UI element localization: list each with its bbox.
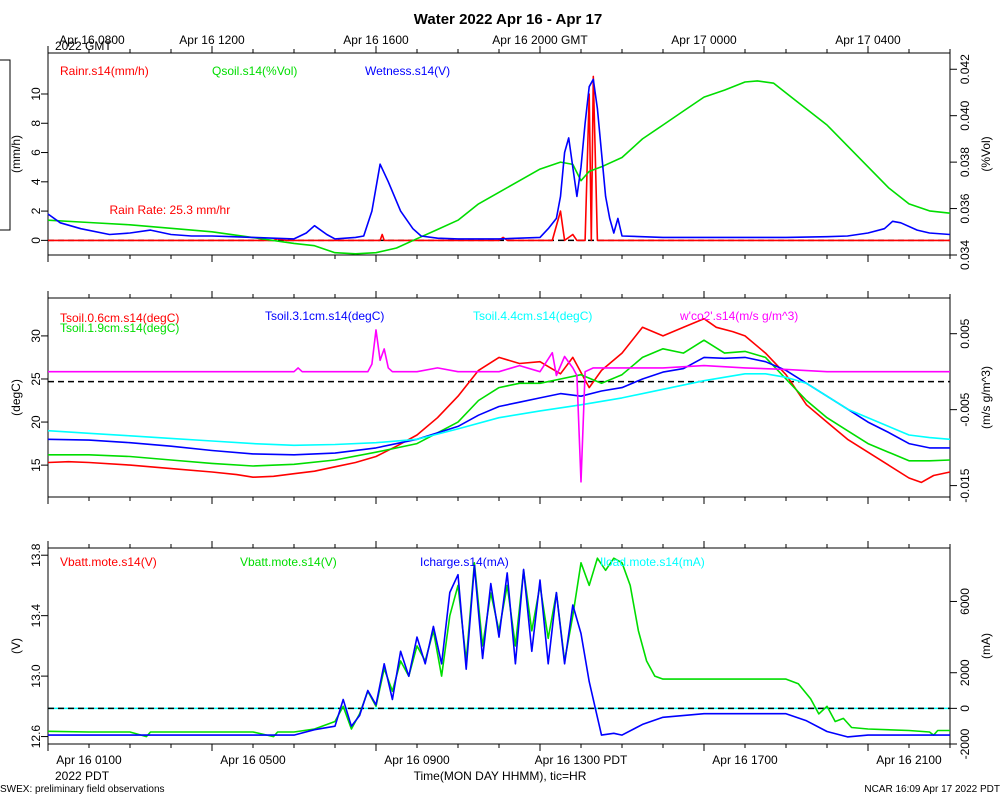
series-line-green bbox=[48, 339, 951, 467]
panel-3-frame bbox=[47, 547, 951, 745]
y-right-tick-label: 0.042 bbox=[958, 54, 972, 84]
panel-1-frame bbox=[47, 52, 951, 256]
legend-entry: Wetness.s14(V) bbox=[365, 64, 450, 78]
y-left-tick-label: 6 bbox=[29, 149, 43, 156]
y-left-tick-label: 15 bbox=[29, 458, 43, 472]
rain-rate-annotation: Rain Rate: 25.3 mm/hr bbox=[110, 203, 231, 217]
legend-entry: Rainr.s14(mm/h) bbox=[60, 64, 149, 78]
y-right-tick-label: 0.038 bbox=[958, 147, 972, 177]
y-left-axis-label: (V) bbox=[9, 638, 23, 654]
legend-entry: Iload.mote.s14(mA) bbox=[600, 555, 705, 569]
y-right-tick-label: 0.036 bbox=[958, 193, 972, 223]
y-right-tick-label: 6000 bbox=[958, 588, 972, 615]
footer-left: SWEX: preliminary field observations bbox=[0, 784, 165, 795]
y-left-tick-label: 25 bbox=[29, 372, 43, 386]
top-axis-label: Apr 16 0800 bbox=[59, 33, 125, 47]
y-left-tick-label: 30 bbox=[29, 329, 43, 343]
top-axis-label: Apr 16 1200 bbox=[179, 33, 245, 47]
y-left-tick-label: 13.0 bbox=[29, 664, 43, 688]
chart-title: Water 2022 Apr 16 - Apr 17 bbox=[414, 11, 602, 28]
y-right-tick-label: -0.015 bbox=[958, 468, 972, 502]
legend-entry: Vbatt.mote.s14(V) bbox=[240, 555, 337, 569]
y-left-tick-label: 8 bbox=[29, 120, 43, 127]
series-line-blue bbox=[48, 564, 950, 738]
y-right-tick-label: -2000 bbox=[958, 728, 972, 759]
legend-entry: Tsoil.3.1cm.s14(degC) bbox=[265, 309, 384, 323]
y-right-tick-label: 0 bbox=[958, 705, 972, 712]
series-line-red bbox=[48, 75, 950, 242]
bottom-axis-label: Apr 16 1700 bbox=[712, 753, 778, 767]
legend-entry: Icharge.s14(mA) bbox=[420, 555, 509, 569]
y-right-axis-label: (mA) bbox=[979, 633, 993, 659]
legend-entry: w'co2'.s14(m/s g/m^3) bbox=[679, 309, 798, 323]
y-right-tick-label: -0.005 bbox=[958, 392, 972, 426]
bottom-axis-label: Apr 16 0500 bbox=[220, 753, 286, 767]
top-axis-label: Apr 16 1600 bbox=[343, 33, 409, 47]
y-left-axis-label: (mm/h) bbox=[9, 135, 23, 173]
series-line-green bbox=[47, 80, 951, 255]
bottom-axis-label: Apr 16 0900 bbox=[384, 753, 450, 767]
legend-entry: Vbatt.mote.s14(V) bbox=[60, 555, 157, 569]
footer-right: NCAR 16:09 Apr 17 2022 PDT bbox=[864, 784, 1000, 795]
series-line-blue bbox=[47, 78, 951, 240]
y-right-tick-label: 0.005 bbox=[958, 318, 972, 348]
y-left-axis-label: (degC) bbox=[9, 379, 23, 416]
y-left-tick-label: 20 bbox=[29, 415, 43, 429]
y-right-axis-label: (m/s g/m^3) bbox=[979, 366, 993, 429]
panel-2-frame bbox=[47, 297, 951, 498]
bottom-axis-label: Apr 16 2100 bbox=[876, 753, 942, 767]
y-right-tick-label: 2000 bbox=[958, 659, 972, 686]
y-right-axis-label: (%Vol) bbox=[979, 136, 993, 171]
bottom-axis-label: Apr 16 1300 PDT bbox=[535, 753, 628, 767]
legend-entry: Tsoil.4.4cm.s14(degC) bbox=[473, 309, 592, 323]
panels: 0 2 4 6 8 10 (mm/h) 0.034 0.036 0.038 0.040 0.042 (%… bbox=[9, 33, 993, 767]
series-line-green bbox=[47, 557, 950, 738]
legend-entry: Tsoil.1.9cm.s14(degC) bbox=[60, 321, 179, 335]
series-line-red bbox=[47, 317, 951, 484]
y-left-tick-label: 4 bbox=[29, 178, 43, 185]
y-left-tick-label: 13.8 bbox=[29, 543, 43, 567]
y-left-tick-label: 2 bbox=[29, 207, 43, 214]
y-right-tick-label: 0.040 bbox=[958, 100, 972, 130]
legend-entry: Tsoil.0.6cm.s14(degC) bbox=[60, 311, 179, 325]
y-right-tick-label: 0.034 bbox=[958, 240, 972, 270]
series-line-magenta bbox=[48, 329, 950, 483]
legend-entry: Qsoil.s14(%Vol) bbox=[212, 64, 297, 78]
top-axis-label: Apr 16 2000 GMT bbox=[492, 33, 588, 47]
x-axis-label: Time(MON DAY HHMM), tic=HR bbox=[414, 769, 587, 783]
y-left-tick-label: 10 bbox=[29, 87, 43, 101]
top-axis-sublabel: 2022 GMT bbox=[55, 39, 112, 53]
y-left-tick-label: 12.6 bbox=[29, 725, 43, 749]
top-axis-label: Apr 17 0400 bbox=[835, 33, 901, 47]
series-line-cyan bbox=[47, 372, 951, 447]
top-axis-label: Apr 17 0000 bbox=[671, 33, 737, 47]
y-left-tick-label: 13.4 bbox=[29, 604, 43, 628]
left-edge-widget bbox=[0, 59, 11, 231]
y-left-tick-label: 0 bbox=[29, 237, 43, 244]
bottom-axis-label: Apr 16 0100 bbox=[56, 753, 122, 767]
bottom-axis-sublabel: 2022 PDT bbox=[55, 769, 110, 783]
